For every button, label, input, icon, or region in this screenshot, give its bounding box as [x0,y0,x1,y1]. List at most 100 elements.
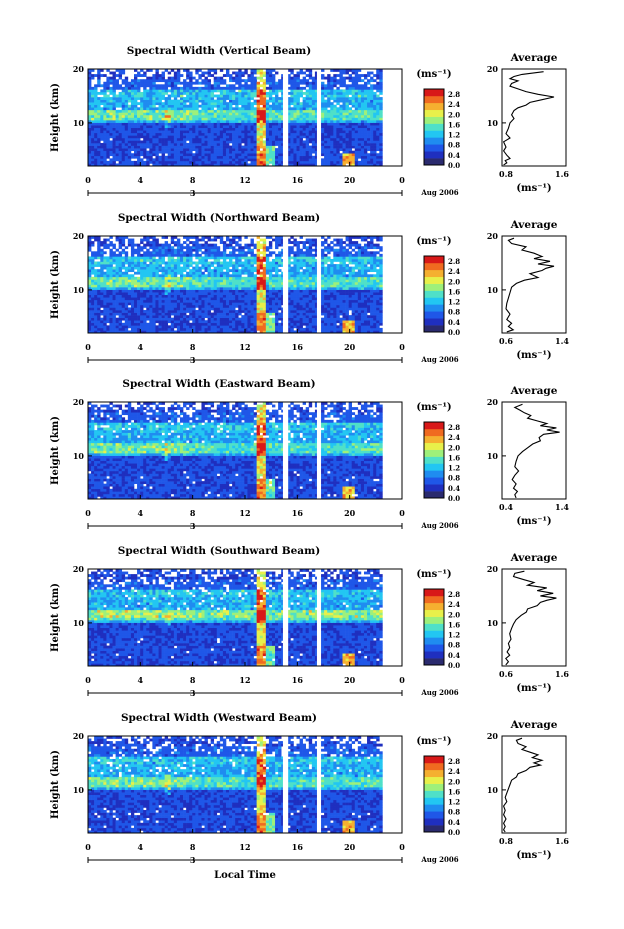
heatmap-cell [137,138,140,141]
heatmap-cell [229,256,232,259]
heatmap-cell [192,272,195,275]
heatmap-cell [373,120,376,123]
heatmap-cell [223,290,226,293]
heatmap-cell [131,305,134,308]
heatmap-cell [229,244,232,247]
heatmap-cell [119,300,122,303]
heatmap-cell [140,120,143,123]
heatmap-cell [128,318,131,321]
heatmap-cell [263,148,266,151]
heatmap-cell [232,102,235,105]
heatmap-cell [379,140,382,143]
heatmap-cell [226,133,229,136]
heatmap-cell [177,123,180,126]
heatmap-cell [229,107,232,110]
heatmap-cell [269,143,272,146]
heatmap-cell [217,130,220,133]
heatmap-cell [208,310,211,313]
heatmap-cell [220,323,223,326]
heatmap-cell [91,107,94,110]
heatmap-cell [290,120,293,123]
heatmap-cell [155,107,158,110]
heatmap-cell [303,161,306,164]
heatmap-cell [346,84,349,87]
heatmap-cell [122,87,125,90]
heatmap-cell [180,254,183,257]
heatmap-cell [162,118,165,121]
heatmap-cell [333,77,336,80]
heatmap-cell [122,287,125,290]
heatmap-cell [214,110,217,113]
heatmap-cell [217,307,220,310]
heatmap-cell [235,87,238,90]
heatmap-cell [180,300,183,303]
heatmap-cell [143,262,146,265]
heatmap-cell [195,287,198,290]
heatmap-cell [214,290,217,293]
heatmap-cell [143,297,146,300]
heatmap-cell [232,325,235,328]
heatmap-cell [293,140,296,143]
heatmap-cell [278,133,281,136]
heatmap-cell [183,259,186,262]
heatmap-cell [97,107,100,110]
heatmap-cell [312,123,315,126]
heatmap-cell [217,125,220,128]
heatmap-cell [232,107,235,110]
heatmap-cell [152,256,155,259]
heatmap-cell [370,87,373,90]
heatmap-cell [159,133,162,136]
heatmap-cell [211,313,214,316]
heatmap-cell [244,153,247,156]
heatmap-cell [183,82,186,85]
heatmap-cell [168,153,171,156]
heatmap-cell [251,128,254,131]
heatmap-cell [272,79,275,82]
heatmap-cell [214,267,217,270]
heatmap-cell [174,295,177,298]
heatmap-cell [339,118,342,121]
heatmap-cell [266,158,269,161]
heatmap-cell [192,279,195,282]
heatmap-cell [88,107,91,110]
heatmap-cell [94,135,97,138]
heatmap-cell [122,102,125,105]
heatmap-cell [168,297,171,300]
heatmap-cell [373,79,376,82]
heatmap-cell [91,128,94,131]
heatmap-cell [192,89,195,92]
heatmap-cell [149,302,152,305]
heatmap-cell [91,313,94,316]
heatmap-cell [162,292,165,295]
heatmap-cell [88,97,91,100]
heatmap-cell [94,123,97,126]
heatmap-cell [309,120,312,123]
heatmap-cell [232,315,235,318]
heatmap-cell [208,297,211,300]
heatmap-cell [149,79,152,82]
heatmap-cell [195,128,198,131]
heatmap-cell [361,133,364,136]
heatmap-cell [113,274,116,277]
heatmap-cell [100,244,103,247]
heatmap-cell [159,277,162,280]
heatmap-cell [140,269,143,272]
heatmap-cell [376,123,379,126]
heatmap-cell [223,95,226,98]
heatmap-cell [122,264,125,267]
heatmap-cell [149,133,152,136]
heatmap-cell [346,125,349,128]
heatmap-cell [106,272,109,275]
heatmap-cell [177,241,180,244]
heatmap-cell [116,305,119,308]
heatmap-cell [223,274,226,277]
heatmap-cell [149,269,152,272]
heatmap-cell [122,300,125,303]
heatmap-cell [186,272,189,275]
heatmap-cell [140,110,143,113]
heatmap-cell [352,100,355,103]
heatmap-cell [263,97,266,100]
heatmap-cell [131,244,134,247]
heatmap-cell [186,87,189,90]
heatmap-cell [241,100,244,103]
